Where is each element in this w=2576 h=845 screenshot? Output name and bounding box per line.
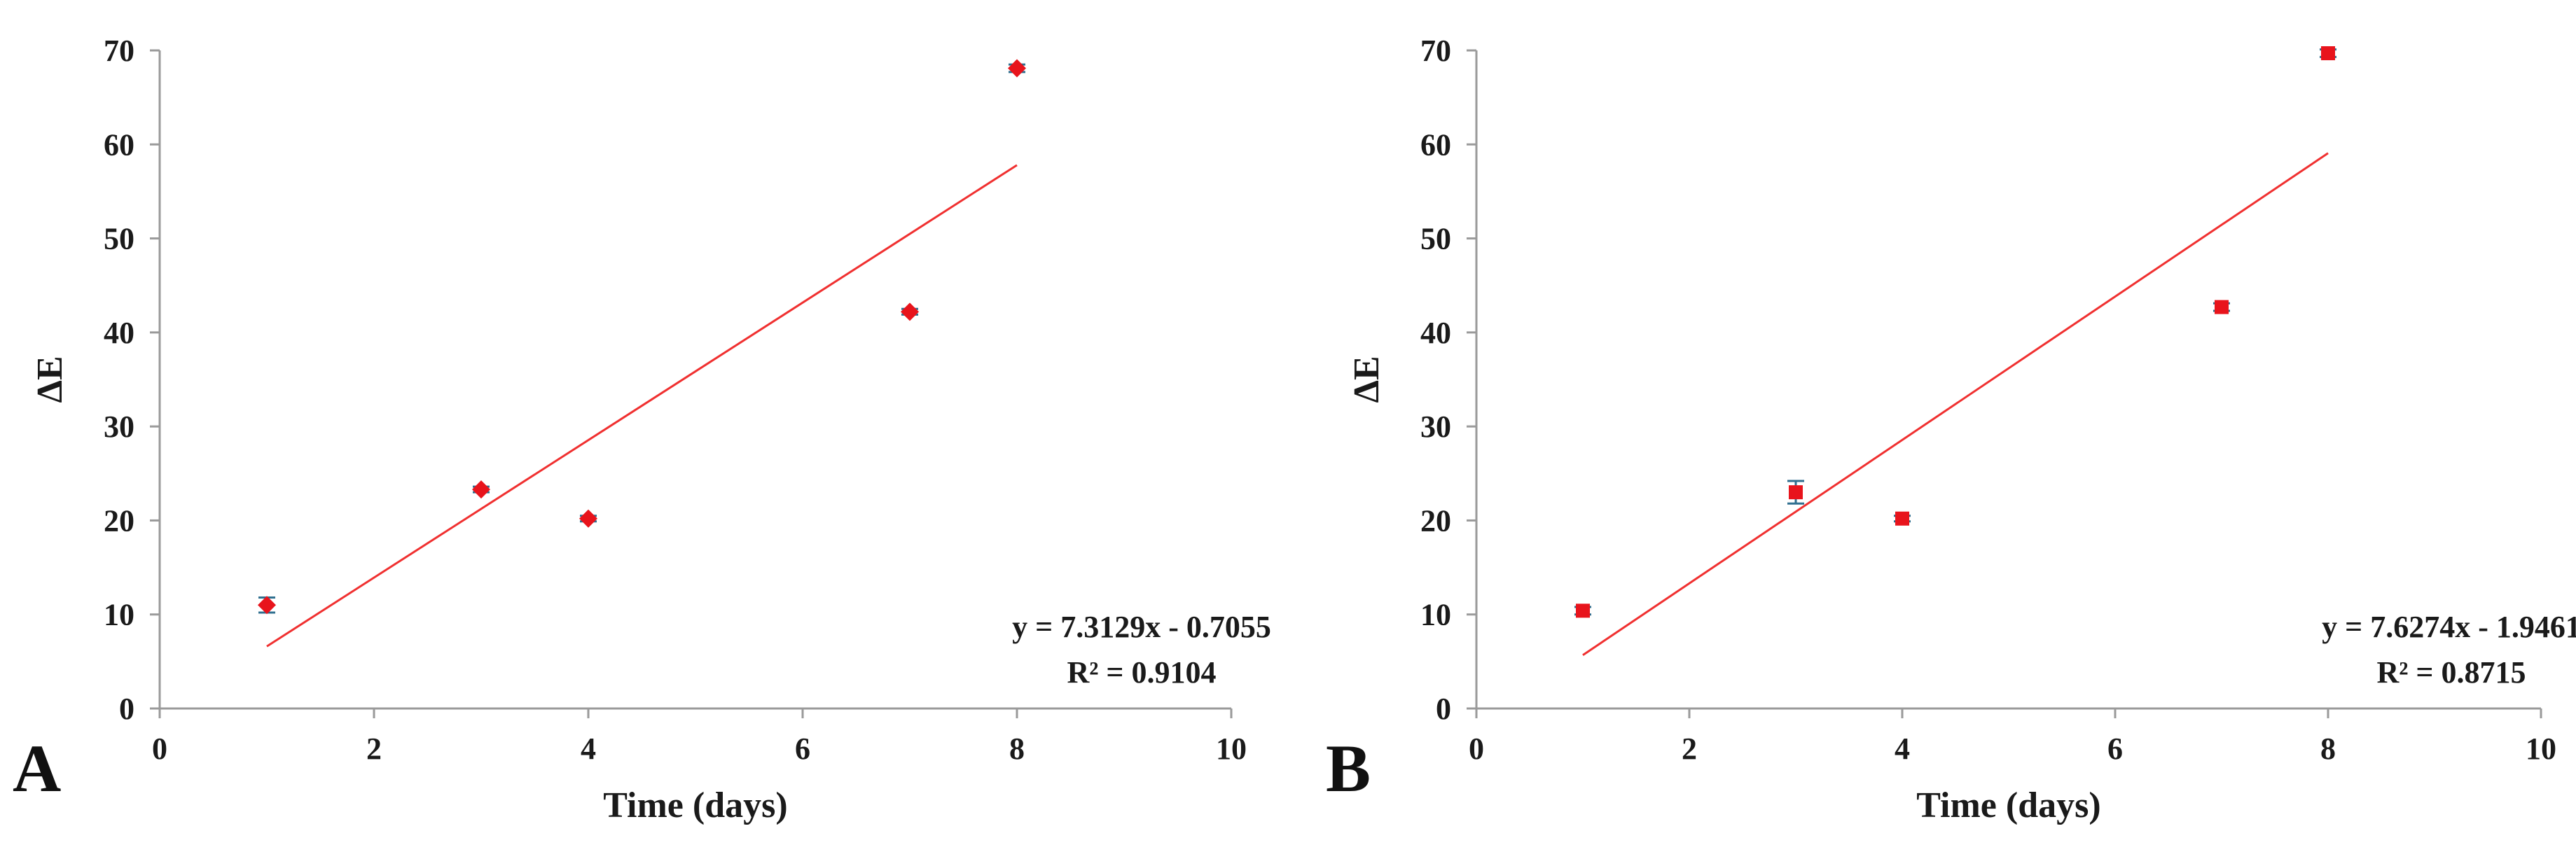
panel-label: A [13,731,61,806]
x-tick-label: 2 [366,732,382,766]
y-tick-label: 30 [1420,410,1451,444]
trendline-equation: y = 7.6274x - 1.9461 [2322,610,2576,644]
y-tick-label: 40 [1420,316,1451,350]
x-tick-label: 6 [795,732,810,766]
y-tick-label: 0 [119,692,134,726]
x-tick-label: 6 [2107,732,2123,766]
data-point [2215,300,2229,314]
data-point [1008,59,1026,78]
y-tick-label: 70 [104,34,134,68]
x-tick-label: 4 [581,732,596,766]
y-tick-label: 40 [104,316,134,350]
trendline-r-squared: R² = 0.8715 [2376,655,2526,690]
x-axis-title: Time (days) [1916,785,2100,825]
data-point [1789,485,1803,500]
y-tick-label: 60 [1420,127,1451,162]
y-tick-label: 30 [104,410,134,444]
data-point [1576,603,1590,618]
x-tick-label: 10 [1216,732,1247,766]
trendline [266,164,1018,648]
y-axis-title: ΔE [1347,356,1387,403]
y-tick-label: 20 [1420,503,1451,538]
x-tick-label: 2 [1682,732,1697,766]
y-tick-label: 50 [1420,222,1451,256]
y-tick-label: 60 [104,127,134,162]
data-point [2321,46,2335,61]
x-tick-label: 0 [1469,732,1484,766]
data-point [1895,511,1909,526]
x-tick-label: 8 [2320,732,2336,766]
y-tick-label: 20 [104,503,134,538]
y-tick-label: 10 [1420,598,1451,632]
trendline-r-squared: R² = 0.9104 [1067,655,1216,690]
x-tick-label: 10 [2526,732,2556,766]
chart-panel-b: 0 10 20 30 40 50 60 70 0 2 4 6 8 10 Time (days) ΔE By = … [1326,34,2576,825]
y-tick-label: 50 [104,222,134,256]
y-tick-label: 10 [104,598,134,632]
data-point [472,480,490,499]
data-point [258,596,276,615]
data-point [579,509,597,528]
trendline [1582,152,2329,656]
panel-label: B [1326,731,1371,806]
trendline-equation: y = 7.3129x - 0.7055 [1012,610,1271,644]
x-tick-label: 0 [152,732,167,766]
y-axis-title: ΔE [30,356,70,403]
y-tick-label: 70 [1420,34,1451,68]
x-tick-label: 4 [1895,732,1910,766]
y-tick-label: 0 [1436,692,1451,726]
data-point [901,302,919,321]
chart-panel-a: 0 10 20 30 40 50 60 70 0 2 4 6 8 10 Time (days) ΔE Ay = … [13,34,1271,825]
x-axis-title: Time (days) [603,785,787,825]
x-tick-label: 8 [1009,732,1025,766]
